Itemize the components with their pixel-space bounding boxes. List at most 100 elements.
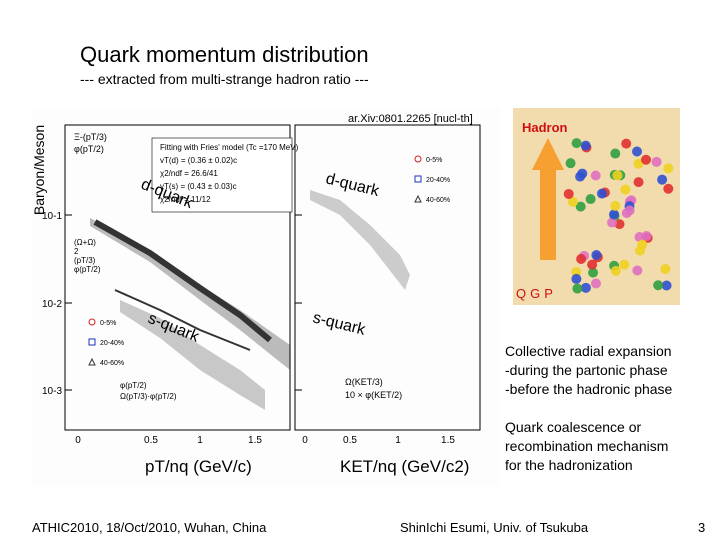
quark-ball xyxy=(588,267,599,278)
legend-marker xyxy=(88,357,96,366)
quark-ball xyxy=(663,183,674,194)
left-frame xyxy=(64,124,291,431)
quark-ball xyxy=(571,273,582,284)
x-axis-label: KET/nq (GeV/c2) xyxy=(340,457,469,476)
quark-ball xyxy=(565,158,576,169)
y-tick-label: 10-2 xyxy=(42,299,62,310)
hadron-label: Hadron xyxy=(522,120,568,135)
ratio-label: Ω(KET/3) xyxy=(345,377,383,387)
y-tick-label: 10-1 xyxy=(42,211,62,222)
ratio-label: φ(pT/2) xyxy=(74,144,104,154)
quark-ball xyxy=(591,249,602,260)
quark-ball xyxy=(621,138,632,149)
quark-ball xyxy=(620,184,631,195)
model-line xyxy=(114,289,251,351)
quark-ball xyxy=(653,280,664,291)
qgp-label: QGP xyxy=(516,286,557,301)
quark-ball xyxy=(576,253,587,264)
bullet-text: -during the partonic phase xyxy=(505,362,668,378)
quark-ball xyxy=(610,200,621,211)
model-line xyxy=(93,219,272,343)
ratio-label: φ(pT/2) xyxy=(74,265,101,274)
quark-ball xyxy=(590,170,601,181)
ratio-label: 10 × φ(KET/2) xyxy=(345,390,402,400)
quark-ball xyxy=(663,163,674,174)
fit-text: χ2/ndf = 11/12 xyxy=(160,195,211,204)
ratio-label: 2 xyxy=(74,247,79,256)
quark-ball xyxy=(571,138,582,149)
quark-ball xyxy=(660,264,671,275)
legend-label: 0-5% xyxy=(426,157,442,164)
quark-ball xyxy=(610,265,621,276)
ratio-label: Ξ-(pT/3) xyxy=(74,132,107,142)
quark-ball xyxy=(577,168,588,179)
legend-label: 40-60% xyxy=(426,197,450,204)
quark-ball xyxy=(661,280,672,291)
quark-ball xyxy=(580,140,591,151)
quark-ball xyxy=(632,146,643,157)
bullet-text: -before the hadronic phase xyxy=(505,381,673,397)
quark-ball xyxy=(591,278,602,289)
x-tick-label: 0 xyxy=(302,435,308,446)
illustration: Hadron QGP xyxy=(513,108,680,305)
subtitle: --- extracted from multi-strange hadron … xyxy=(80,71,369,87)
x-tick-label: 1.5 xyxy=(248,435,262,446)
x-tick-label: 0.5 xyxy=(144,435,158,446)
quark-ball xyxy=(609,209,620,220)
legend-marker xyxy=(414,194,422,203)
quark-ball xyxy=(641,154,652,165)
legend-marker xyxy=(414,175,422,183)
fit-box xyxy=(151,137,293,213)
figure: ar.Xiv:0801.2265 [nucl-th] xyxy=(32,108,500,486)
quark-ball xyxy=(563,188,574,199)
arrow xyxy=(532,138,564,260)
quark-ball xyxy=(633,177,644,188)
fit-text: vT(d) = (0.36 ± 0.02)c xyxy=(160,156,237,165)
x-tick-label: 0 xyxy=(75,435,81,446)
y-tick-label: 10-3 xyxy=(42,386,62,397)
legend-marker xyxy=(88,338,96,346)
legend-marker xyxy=(414,155,422,163)
x-axis-label: pT/nq (GeV/c) xyxy=(145,457,252,476)
legend-label: 40-60% xyxy=(100,360,124,367)
quark-ball xyxy=(571,266,582,277)
title: Quark momentum distribution xyxy=(80,42,369,67)
quark-ball xyxy=(568,196,579,207)
quark-ball xyxy=(607,217,618,228)
fit-text: χ2/ndf = 26.6/41 xyxy=(160,169,218,178)
x-tick-label: 0.5 xyxy=(343,435,357,446)
y-axis-label: Baryon/Meson xyxy=(31,125,47,215)
right-frame xyxy=(294,124,481,431)
quark-ball xyxy=(575,201,586,212)
quark-ball xyxy=(580,282,591,293)
x-tick-label: 1 xyxy=(395,435,401,446)
bullet-text: for the hadronization xyxy=(505,457,633,473)
ratio-label: Ω(pT/3)·φ(pT/2) xyxy=(120,392,177,401)
quark-ball xyxy=(572,283,583,294)
quark-ball xyxy=(610,148,621,159)
quark-ball xyxy=(614,219,625,230)
bullet-text: Collective radial expansion xyxy=(505,343,672,359)
quark-ball xyxy=(633,158,644,169)
model-band xyxy=(90,218,290,370)
page-number: 3 xyxy=(698,520,705,535)
ratio-label: (pT/3) xyxy=(74,256,96,265)
legend-label: 20-40% xyxy=(100,340,124,347)
quark-ball xyxy=(612,170,623,181)
quark-ball xyxy=(587,259,598,270)
quark-ball xyxy=(651,156,662,167)
legend-label: 0-5% xyxy=(100,320,116,327)
quark-ball xyxy=(641,231,652,242)
bullet-text: recombination mechanism xyxy=(505,438,668,454)
model-band xyxy=(310,190,410,290)
quark-ball xyxy=(637,239,648,250)
ratio-label: (Ω+Ω) xyxy=(74,238,96,247)
x-tick-label: 1 xyxy=(197,435,203,446)
legend-label: 20-40% xyxy=(426,177,450,184)
quark-ball xyxy=(585,194,596,205)
footer-center: ShinIchi Esumi, Univ. of Tsukuba xyxy=(400,520,589,535)
quark-ball xyxy=(619,259,630,270)
fit-text: vT(s) = (0.43 ± 0.03)c xyxy=(160,182,237,191)
